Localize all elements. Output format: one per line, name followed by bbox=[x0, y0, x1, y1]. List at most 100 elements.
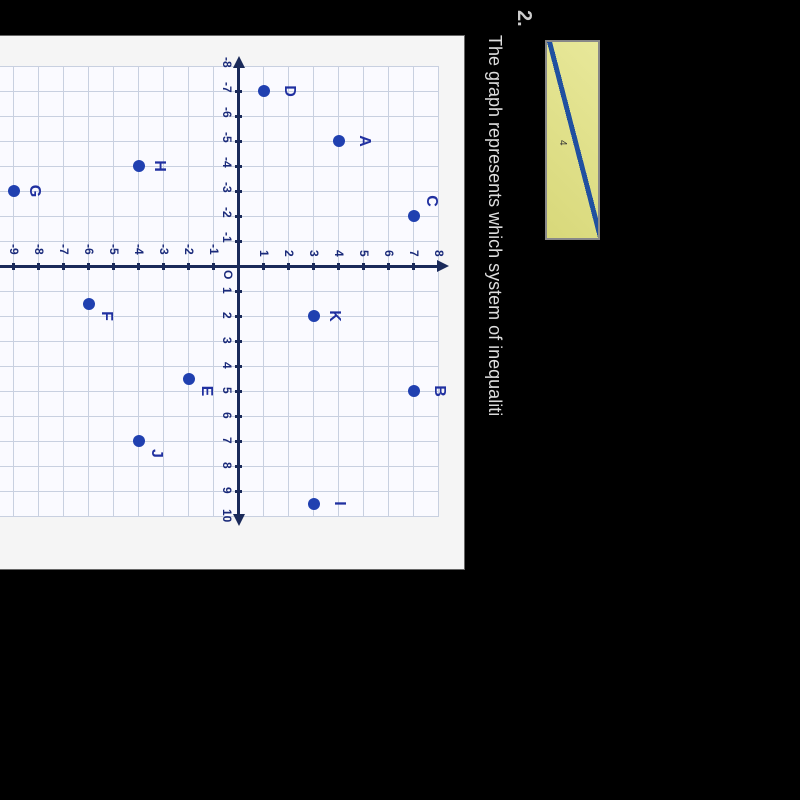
y-tick bbox=[412, 263, 415, 270]
x-tick-label: -3 bbox=[220, 182, 234, 193]
y-tick bbox=[287, 263, 290, 270]
x-tick bbox=[235, 165, 242, 168]
point-k bbox=[308, 310, 320, 322]
point-label-a: A bbox=[355, 135, 373, 147]
y-tick bbox=[137, 263, 140, 270]
y-tick bbox=[212, 263, 215, 270]
point-h bbox=[133, 160, 145, 172]
x-tick bbox=[235, 290, 242, 293]
point-b bbox=[408, 385, 420, 397]
y-tick bbox=[337, 263, 340, 270]
page-container: 4 2. The graph represents which system o… bbox=[0, 0, 600, 600]
x-tick-label: 10 bbox=[220, 509, 234, 522]
y-tick bbox=[162, 263, 165, 270]
partial-graph-q2: 4 bbox=[545, 40, 600, 240]
y-tick-label: 1 bbox=[257, 250, 271, 257]
y-tick bbox=[12, 263, 15, 270]
point-e bbox=[183, 373, 195, 385]
grid-line-horizontal bbox=[388, 66, 389, 516]
y-axis bbox=[0, 265, 439, 268]
y-tick-label: 6 bbox=[382, 250, 396, 257]
y-tick bbox=[62, 263, 65, 270]
point-f bbox=[83, 298, 95, 310]
x-tick bbox=[235, 90, 242, 93]
y-tick bbox=[312, 263, 315, 270]
y-tick-label: -7 bbox=[57, 244, 71, 255]
x-tick-label: 8 bbox=[220, 462, 234, 469]
y-tick bbox=[37, 263, 40, 270]
y-tick-label: 3 bbox=[307, 250, 321, 257]
x-tick bbox=[235, 140, 242, 143]
y-tick-label: -4 bbox=[132, 244, 146, 255]
y-tick-label: 5 bbox=[357, 250, 371, 257]
y-tick bbox=[112, 263, 115, 270]
coordinate-grid: -8-7-6-5-4-3-2-11234567891012345678-1-2-… bbox=[0, 66, 439, 516]
x-tick bbox=[235, 415, 242, 418]
point-label-j: J bbox=[148, 449, 166, 458]
point-j bbox=[133, 435, 145, 447]
x-tick-label: 5 bbox=[220, 387, 234, 394]
grid-line-horizontal bbox=[88, 66, 89, 516]
x-tick bbox=[235, 365, 242, 368]
y-tick-label: 8 bbox=[432, 250, 446, 257]
x-tick bbox=[235, 440, 242, 443]
y-tick-label: -9 bbox=[7, 244, 21, 255]
x-tick bbox=[235, 390, 242, 393]
x-tick bbox=[235, 240, 242, 243]
grid-line-horizontal bbox=[413, 66, 414, 516]
point-c bbox=[408, 210, 420, 222]
x-tick-label: -8 bbox=[220, 57, 234, 68]
grid-line-horizontal bbox=[288, 66, 289, 516]
y-tick bbox=[437, 263, 440, 270]
x-tick bbox=[235, 465, 242, 468]
y-tick bbox=[87, 263, 90, 270]
point-label-g: G bbox=[25, 185, 43, 197]
question-2-number: 2. bbox=[512, 10, 535, 27]
y-tick bbox=[187, 263, 190, 270]
y-tick-label: -1 bbox=[207, 244, 221, 255]
x-tick bbox=[235, 315, 242, 318]
x-tick-label: 7 bbox=[220, 437, 234, 444]
x-tick-label: 4 bbox=[220, 362, 234, 369]
point-label-b: B bbox=[430, 385, 448, 397]
point-label-c: C bbox=[423, 195, 441, 207]
y-tick bbox=[362, 263, 365, 270]
x-tick bbox=[235, 115, 242, 118]
x-tick bbox=[235, 190, 242, 193]
y-tick-label: -8 bbox=[32, 244, 46, 255]
x-tick-label: -1 bbox=[220, 232, 234, 243]
point-g bbox=[8, 185, 20, 197]
point-label-f: F bbox=[98, 311, 116, 321]
point-label-d: D bbox=[280, 85, 298, 97]
x-tick-label: -2 bbox=[220, 207, 234, 218]
grid-line-horizontal bbox=[338, 66, 339, 516]
x-tick-label: -5 bbox=[220, 132, 234, 143]
point-i bbox=[308, 498, 320, 510]
x-tick bbox=[235, 515, 242, 518]
coordinate-grid-panel: -8-7-6-5-4-3-2-11234567891012345678-1-2-… bbox=[0, 35, 465, 570]
x-tick-label: 6 bbox=[220, 412, 234, 419]
grid-line-horizontal bbox=[138, 66, 139, 516]
point-d bbox=[258, 85, 270, 97]
x-tick-label: 1 bbox=[220, 287, 234, 294]
grid-line-horizontal bbox=[213, 66, 214, 516]
y-tick-label: -2 bbox=[182, 244, 196, 255]
x-tick-label: -7 bbox=[220, 82, 234, 93]
grid-line-horizontal bbox=[113, 66, 114, 516]
x-tick-label: 2 bbox=[220, 312, 234, 319]
point-a bbox=[333, 135, 345, 147]
grid-line-horizontal bbox=[263, 66, 264, 516]
grid-line-horizontal bbox=[313, 66, 314, 516]
y-tick bbox=[262, 263, 265, 270]
y-tick-label: -5 bbox=[107, 244, 121, 255]
y-tick-label: -6 bbox=[82, 244, 96, 255]
x-tick-label: 3 bbox=[220, 337, 234, 344]
grid-line-horizontal bbox=[438, 66, 439, 516]
point-label-i: I bbox=[330, 501, 348, 505]
grid-line-horizontal bbox=[363, 66, 364, 516]
grid-line-horizontal bbox=[63, 66, 64, 516]
question-2-text: The graph represents which system of ine… bbox=[484, 35, 505, 416]
grid-line-horizontal bbox=[188, 66, 189, 516]
grid-line-horizontal bbox=[38, 66, 39, 516]
x-tick bbox=[235, 65, 242, 68]
